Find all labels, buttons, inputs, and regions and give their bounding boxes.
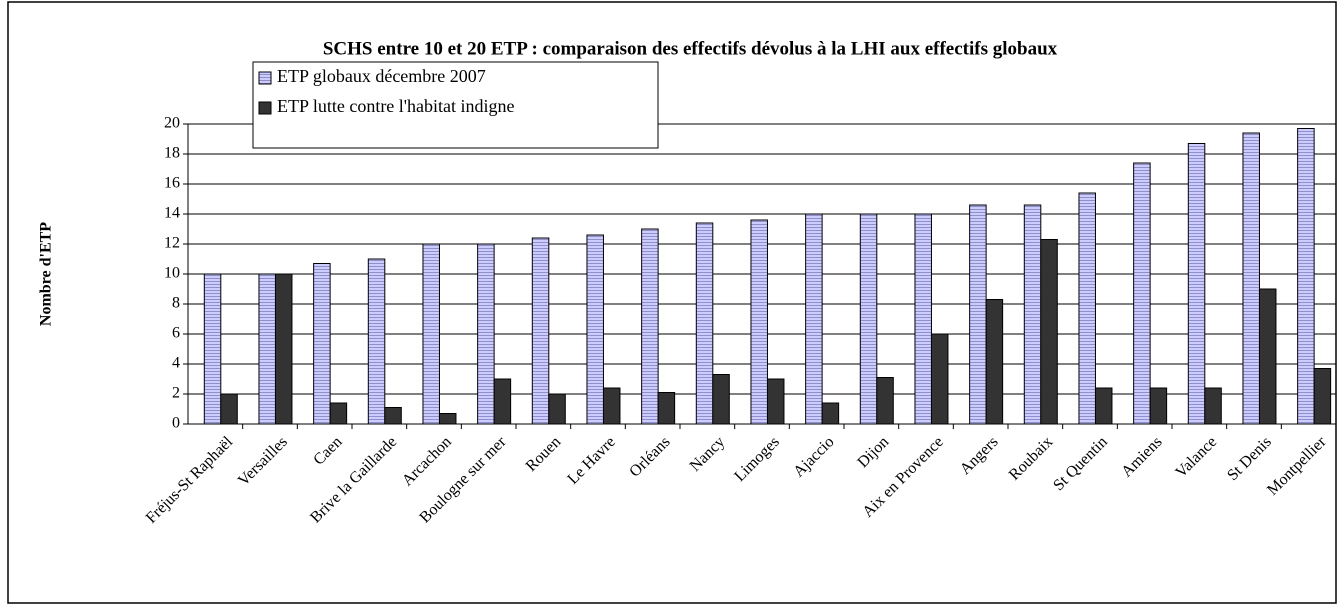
- bar: [1149, 387, 1168, 425]
- bar: [805, 213, 823, 425]
- bar: [1242, 132, 1260, 425]
- y-tick-label: 20: [164, 115, 180, 132]
- y-tick-label: 2: [172, 385, 180, 402]
- y-tick-label: 8: [172, 295, 180, 312]
- bar: [1133, 162, 1151, 425]
- chart-border: [7, 1, 1337, 604]
- legend-label: ETP lutte contre l'habitat indigne: [277, 96, 515, 116]
- bar: [859, 213, 878, 425]
- y-tick-label: 6: [172, 325, 180, 342]
- bar: [657, 392, 676, 425]
- bar: [766, 378, 785, 425]
- bar: [712, 374, 730, 425]
- bar: [313, 263, 331, 425]
- bar: [586, 234, 604, 425]
- legend-swatch: [258, 101, 272, 115]
- bar: [1040, 239, 1058, 425]
- y-tick-label: 12: [164, 235, 180, 252]
- bar: [531, 237, 550, 425]
- bar: [750, 219, 768, 425]
- bar: [493, 378, 512, 425]
- bar: [438, 413, 457, 425]
- bar: [274, 273, 293, 425]
- bar: [1313, 368, 1332, 425]
- y-tick-label: 0: [172, 415, 180, 432]
- bar: [1094, 387, 1113, 425]
- bar: [329, 402, 348, 425]
- bar: [914, 213, 932, 425]
- bar: [641, 228, 659, 425]
- bar: [477, 243, 495, 425]
- y-tick-label: 14: [164, 205, 180, 222]
- bar: [602, 387, 621, 425]
- y-axis-label: Nombre d'ETP: [38, 222, 55, 326]
- bar: [1204, 387, 1222, 425]
- bar: [969, 204, 987, 425]
- bar: [930, 333, 949, 425]
- bar: [876, 377, 894, 425]
- bar: [220, 393, 238, 425]
- chart-title: SCHS entre 10 et 20 ETP : comparaison de…: [323, 38, 1058, 59]
- bar: [548, 393, 566, 425]
- bar: [384, 407, 402, 425]
- bar: [203, 273, 222, 425]
- bar: [1187, 143, 1206, 425]
- bar: [422, 243, 440, 425]
- bar: [821, 402, 840, 425]
- y-tick-label: 16: [164, 175, 180, 192]
- legend-box: [252, 61, 659, 149]
- bar: [258, 273, 276, 425]
- y-tick-label: 10: [164, 265, 180, 282]
- bar: [695, 222, 714, 425]
- bar: [985, 299, 1004, 425]
- bar: [1297, 128, 1315, 425]
- bar: [1258, 288, 1277, 425]
- y-tick-label: 4: [172, 355, 180, 372]
- bar: [367, 258, 386, 425]
- legend-label: ETP globaux décembre 2007: [277, 66, 486, 86]
- y-tick-label: 18: [164, 145, 180, 162]
- bar: [1023, 204, 1042, 425]
- legend-swatch: [258, 71, 272, 85]
- bar: [1078, 192, 1096, 425]
